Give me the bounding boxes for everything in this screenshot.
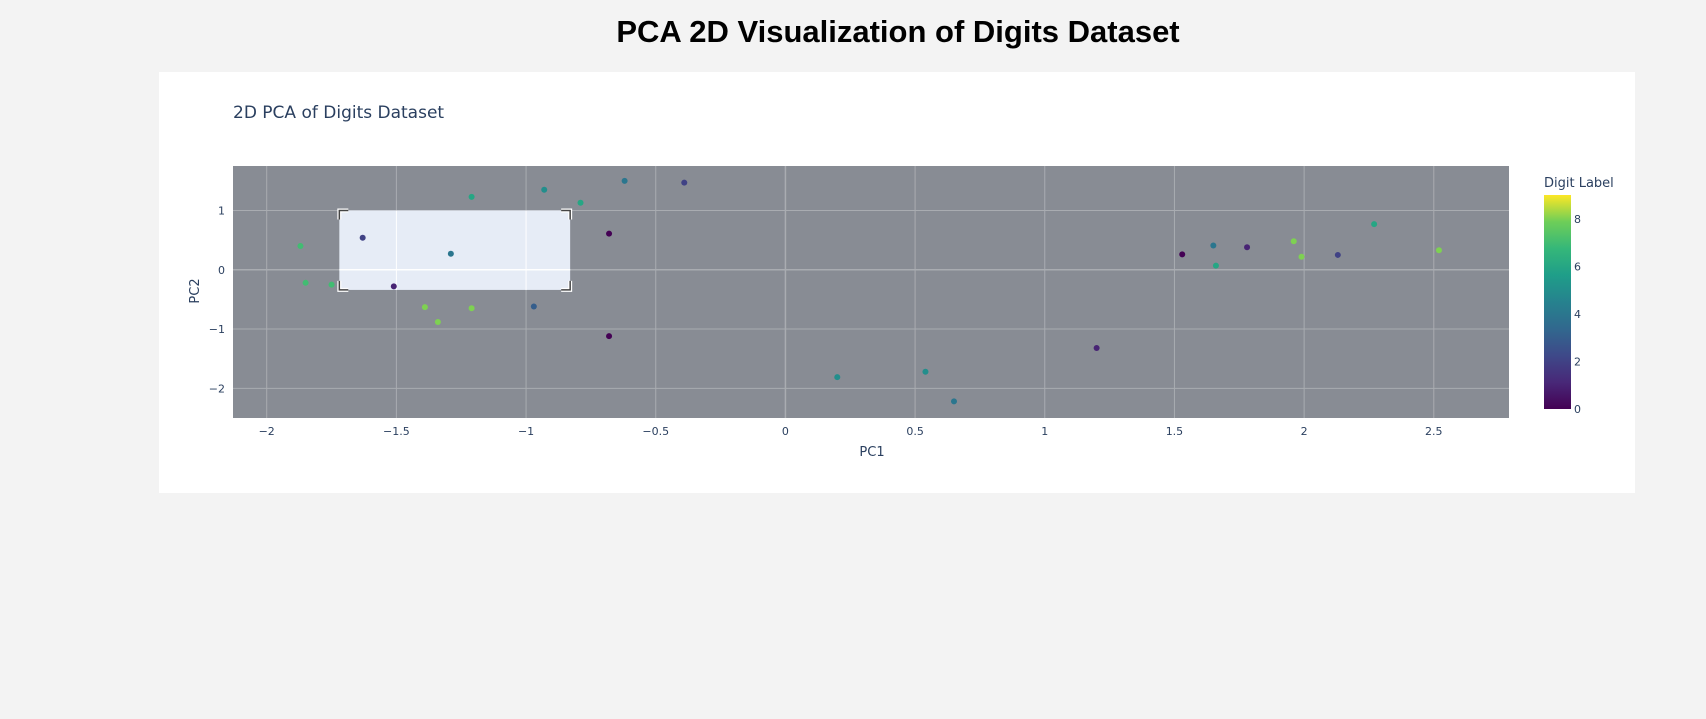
scatter-point[interactable]	[1290, 238, 1297, 245]
scatter-points[interactable]	[297, 177, 1442, 405]
y-tick-label: −1	[209, 323, 225, 336]
page-title: PCA 2D Visualization of Digits Dataset	[616, 14, 1180, 49]
selection-corner-handle-outline[interactable]	[338, 209, 349, 220]
x-tick-label: 1.5	[1166, 425, 1184, 438]
scatter-point[interactable]	[1210, 242, 1217, 249]
scatter-point[interactable]	[468, 193, 475, 200]
scatter-point[interactable]	[834, 374, 841, 381]
colorbar-title: Digit Label	[1544, 176, 1614, 191]
plot-background	[233, 166, 1509, 418]
scatter-point[interactable]	[1179, 251, 1186, 258]
scatter-point[interactable]	[328, 281, 335, 288]
selection-handles[interactable]	[337, 208, 573, 292]
x-tick-label: 2.5	[1425, 425, 1443, 438]
scatter-point[interactable]	[577, 199, 584, 206]
scatter-point[interactable]	[1093, 345, 1100, 352]
x-tick-label: 0.5	[906, 425, 924, 438]
scatter-point[interactable]	[302, 279, 309, 286]
y-axis-ticks: −2 −1 0 1	[209, 204, 225, 395]
scatter-point[interactable]	[606, 230, 613, 237]
scatter-point[interactable]	[1371, 221, 1378, 228]
scatter-point[interactable]	[447, 250, 454, 257]
scatter-point[interactable]	[390, 283, 397, 290]
x-tick-label: 1	[1041, 425, 1048, 438]
x-tick-label: −1	[518, 425, 534, 438]
selection-corner-handle-outline[interactable]	[561, 280, 571, 291]
y-axis-title: PC2	[188, 278, 203, 303]
scatter-point[interactable]	[530, 303, 537, 310]
selection-corner-handle-outline[interactable]	[338, 280, 349, 291]
x-axis-ticks: −2 −1.5 −1 −0.5 0 0.5 1 1.5 2 2.5	[259, 425, 1443, 438]
scatter-point[interactable]	[1244, 244, 1251, 251]
x-tick-label: −1.5	[383, 425, 410, 438]
y-tick-label: 1	[218, 204, 225, 217]
selection-corner-handle-outline[interactable]	[561, 209, 571, 220]
scatter-point[interactable]	[541, 186, 548, 193]
selection-box[interactable]	[339, 210, 571, 290]
colorbar-tick-label: 0	[1574, 403, 1581, 416]
scatter-point[interactable]	[1435, 247, 1442, 254]
scatter-chart: 2D PCA of Digits Dataset −2 −1.5 −1 −0.5 0 0.…	[188, 103, 1614, 460]
x-tick-label: 2	[1301, 425, 1308, 438]
chart-card: 2D PCA of Digits Dataset −2 −1.5 −1 −0.5 0 0.…	[159, 72, 1635, 493]
x-axis-title: PC1	[859, 445, 884, 460]
scatter-point[interactable]	[468, 305, 475, 312]
colorbar-tick-label: 6	[1574, 260, 1581, 273]
colorbar-ticks: 0 2 4 6 8	[1574, 213, 1581, 416]
scatter-point[interactable]	[681, 179, 688, 186]
scatter-point[interactable]	[1298, 253, 1305, 260]
x-tick-label: 0	[782, 425, 789, 438]
scatter-point[interactable]	[434, 318, 441, 325]
colorbar-tick-label: 4	[1574, 308, 1581, 321]
scatter-point[interactable]	[621, 177, 628, 184]
x-tick-label: −2	[259, 425, 275, 438]
colorbar: Digit Label 0 2 4 6 8	[1544, 176, 1614, 416]
scatter-point[interactable]	[1334, 251, 1341, 258]
x-tick-label: −0.5	[642, 425, 669, 438]
scatter-point[interactable]	[950, 398, 957, 405]
colorbar-tick-label: 2	[1574, 355, 1581, 368]
y-tick-label: 0	[218, 264, 225, 277]
colorbar-gradient	[1544, 195, 1571, 409]
colorbar-tick-label: 8	[1574, 213, 1581, 226]
y-tick-label: −2	[209, 382, 225, 395]
scatter-point[interactable]	[606, 333, 613, 340]
scatter-point[interactable]	[922, 368, 929, 375]
scatter-point[interactable]	[1212, 262, 1219, 269]
scatter-point[interactable]	[297, 243, 304, 250]
scatter-point[interactable]	[359, 234, 366, 241]
scatter-point[interactable]	[421, 304, 428, 311]
chart-title: 2D PCA of Digits Dataset	[233, 103, 444, 123]
plot-area[interactable]	[233, 166, 1509, 418]
